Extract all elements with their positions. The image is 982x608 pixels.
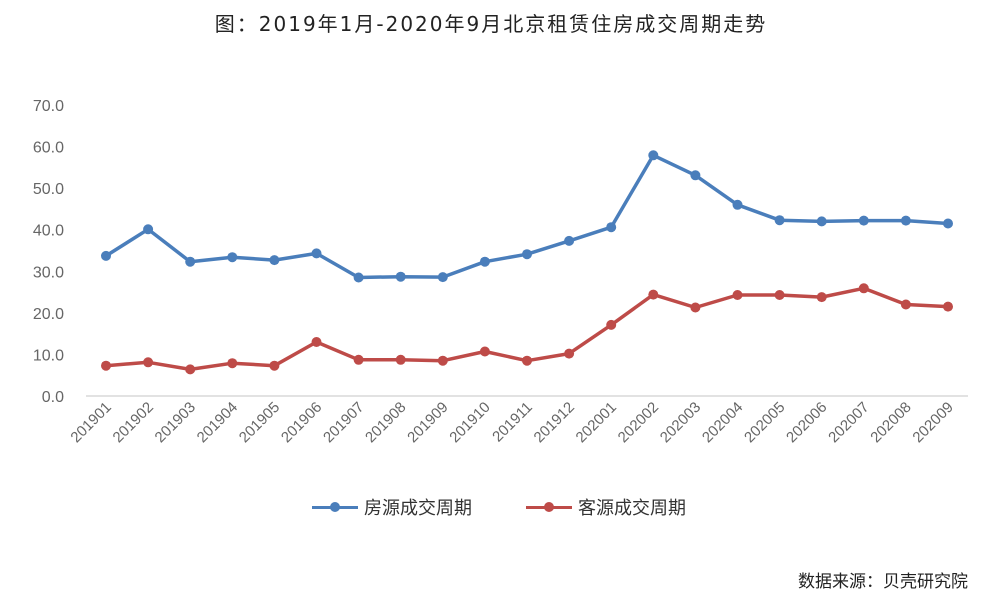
data-point-series-2 xyxy=(143,357,154,368)
data-point-series-2 xyxy=(101,360,111,371)
data-point-series-2 xyxy=(269,360,280,371)
data-point-series-1 xyxy=(648,150,659,161)
data-point-series-1 xyxy=(353,272,364,283)
data-point-series-2 xyxy=(648,289,659,300)
x-tick-label: 201906 xyxy=(278,399,325,446)
y-tick-label: 50.0 xyxy=(33,181,64,198)
x-tick-label: 202004 xyxy=(699,399,746,446)
x-tick-label: 202003 xyxy=(657,399,704,446)
legend-swatch xyxy=(526,501,572,512)
x-tick-label: 201912 xyxy=(531,399,578,446)
data-point-series-2 xyxy=(395,354,406,365)
data-point-series-1 xyxy=(816,216,827,227)
y-tick-label: 40.0 xyxy=(33,223,64,240)
data-point-series-1 xyxy=(943,218,953,229)
data-point-series-1 xyxy=(395,271,406,282)
y-tick-label: 0.0 xyxy=(42,389,64,406)
data-point-series-2 xyxy=(353,354,364,365)
x-tick-label: 202008 xyxy=(867,399,914,446)
x-tick-label: 201902 xyxy=(110,399,157,446)
data-point-series-2 xyxy=(522,355,532,366)
x-tick-label: 201907 xyxy=(320,399,367,446)
chart-title: 图：2019年1月-2020年9月北京租赁住房成交周期走势 xyxy=(214,12,768,36)
legend-swatch xyxy=(312,501,358,512)
data-point-series-1 xyxy=(690,170,701,181)
data-point-series-1 xyxy=(774,215,785,226)
x-tick-label: 202006 xyxy=(783,399,830,446)
data-point-series-1 xyxy=(269,255,280,266)
data-point-series-2 xyxy=(227,358,238,369)
y-tick-label: 20.0 xyxy=(33,306,64,323)
data-point-series-2 xyxy=(311,337,322,347)
data-point-series-2 xyxy=(690,302,701,313)
x-tick-label: 201911 xyxy=(489,399,536,446)
data-point-series-1 xyxy=(606,222,617,233)
legend-item-series-1: 房源成交周期 xyxy=(312,494,472,520)
data-point-series-1 xyxy=(101,250,111,261)
data-point-series-2 xyxy=(774,290,785,300)
x-tick-label: 201904 xyxy=(194,399,241,446)
data-point-series-2 xyxy=(732,290,743,300)
y-tick-label: 70.0 xyxy=(33,98,64,115)
data-point-series-2 xyxy=(943,301,953,312)
data-point-series-1 xyxy=(479,256,490,267)
legend-label: 房源成交周期 xyxy=(364,498,472,519)
x-tick-label: 202001 xyxy=(573,399,620,446)
source-note: 数据来源：贝壳研究院 xyxy=(798,572,968,592)
data-point-series-1 xyxy=(900,215,911,226)
data-point-series-1 xyxy=(522,249,532,260)
y-tick-label: 10.0 xyxy=(33,347,64,364)
x-tick-label: 202009 xyxy=(909,399,956,446)
data-point-series-1 xyxy=(732,199,743,210)
data-point-series-1 xyxy=(858,215,869,226)
y-tick-label: 60.0 xyxy=(33,140,64,157)
x-tick-label: 201903 xyxy=(152,399,199,446)
data-point-series-1 xyxy=(564,235,575,246)
data-point-series-1 xyxy=(311,248,322,259)
data-point-series-2 xyxy=(564,348,575,359)
data-point-series-2 xyxy=(900,299,911,310)
data-point-series-2 xyxy=(479,346,490,357)
x-tick-label: 201910 xyxy=(446,399,493,446)
x-tick-label: 201908 xyxy=(362,399,409,446)
x-tick-label: 201901 xyxy=(67,399,114,446)
data-point-series-2 xyxy=(816,292,827,303)
data-point-series-2 xyxy=(185,364,196,375)
x-tick-label: 202005 xyxy=(741,399,788,446)
data-point-series-2 xyxy=(858,283,869,294)
data-point-series-1 xyxy=(143,224,154,235)
x-tick-label: 202002 xyxy=(615,399,662,446)
data-point-series-2 xyxy=(437,355,448,366)
data-point-series-1 xyxy=(185,256,196,267)
legend-label: 客源成交周期 xyxy=(578,498,686,519)
x-tick-label: 201905 xyxy=(236,399,283,446)
legend-item-series-2: 客源成交周期 xyxy=(526,494,686,520)
x-tick-label: 202007 xyxy=(825,399,872,446)
data-point-series-1 xyxy=(437,272,448,283)
y-tick-label: 30.0 xyxy=(33,264,64,281)
x-tick-label: 201909 xyxy=(404,399,451,446)
data-point-series-2 xyxy=(606,319,617,330)
data-point-series-1 xyxy=(227,252,238,263)
